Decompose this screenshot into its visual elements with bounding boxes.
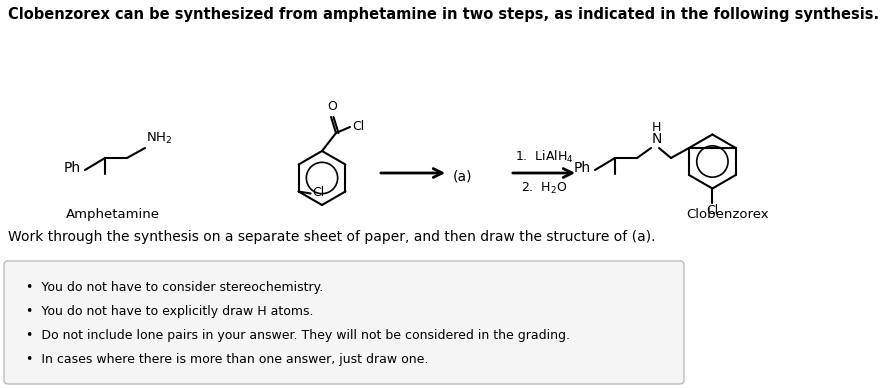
Text: •  Do not include lone pairs in your answer. They will not be considered in the : • Do not include lone pairs in your answ… [26, 329, 570, 342]
Text: (a): (a) [453, 170, 472, 184]
Text: Amphetamine: Amphetamine [66, 208, 160, 221]
Text: Cl: Cl [352, 120, 365, 132]
Text: H: H [652, 121, 661, 134]
Text: NH$_2$: NH$_2$ [146, 131, 172, 146]
Text: Ph: Ph [64, 161, 81, 175]
Text: Clobenzorex can be synthesized from amphetamine in two steps, as indicated in th: Clobenzorex can be synthesized from amph… [8, 7, 879, 22]
Text: Cl: Cl [706, 204, 719, 218]
Text: Clobenzorex: Clobenzorex [686, 208, 769, 221]
Text: •  You do not have to consider stereochemistry.: • You do not have to consider stereochem… [26, 281, 323, 294]
Text: •  You do not have to explicitly draw H atoms.: • You do not have to explicitly draw H a… [26, 305, 314, 318]
Text: Work through the synthesis on a separate sheet of paper, and then draw the struc: Work through the synthesis on a separate… [8, 230, 656, 244]
Text: Cl: Cl [313, 186, 325, 199]
Text: •  In cases where there is more than one answer, just draw one.: • In cases where there is more than one … [26, 353, 428, 366]
Text: O: O [327, 100, 337, 113]
FancyBboxPatch shape [4, 261, 684, 384]
Text: Ph: Ph [573, 161, 591, 175]
Text: N: N [652, 132, 662, 146]
Text: 2.  H$_2$O: 2. H$_2$O [521, 181, 567, 196]
Text: 1.  LiAlH$_4$: 1. LiAlH$_4$ [514, 149, 573, 165]
